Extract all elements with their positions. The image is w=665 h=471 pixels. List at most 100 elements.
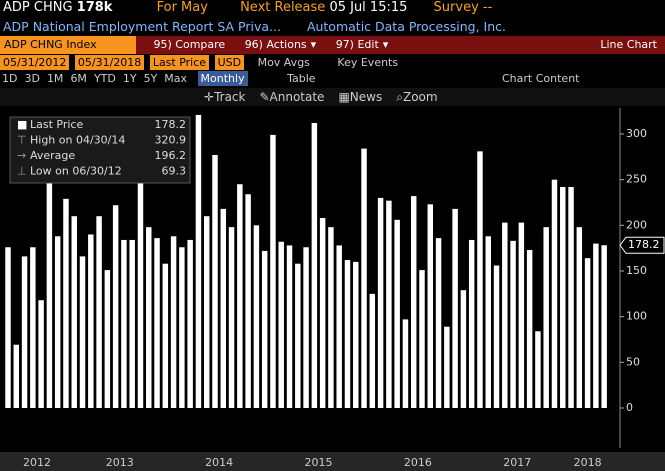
x-tick-label: 2014 — [205, 456, 233, 469]
release-label: Next Release — [240, 0, 326, 15]
range-button[interactable]: 6M — [70, 72, 87, 85]
bar — [129, 239, 135, 408]
range-button[interactable]: 5Y — [143, 72, 158, 85]
range-button[interactable]: 1M — [46, 72, 64, 85]
bar — [295, 263, 301, 408]
security[interactable]: ADP CHNG Index — [0, 36, 136, 54]
tool-icon: ⌕ — [396, 90, 403, 104]
bar — [560, 186, 566, 408]
y-tick-label: 300 — [626, 127, 647, 140]
bar — [419, 270, 425, 408]
tool-button[interactable]: News — [349, 90, 383, 104]
legend-symbol: ■ — [17, 118, 27, 131]
range-button[interactable]: 1Y — [122, 72, 137, 85]
legend-value: 69.3 — [162, 165, 187, 178]
bar — [121, 239, 127, 408]
bar — [13, 344, 20, 408]
end-date[interactable]: 05/31/2018 — [74, 55, 145, 70]
series-name: ADP National Employment Report SA Priva.… — [3, 19, 281, 34]
bar — [245, 194, 251, 408]
range-button[interactable]: 1D — [2, 72, 18, 85]
bar — [63, 198, 69, 408]
bar — [444, 326, 450, 408]
bar — [518, 222, 525, 408]
bar — [361, 148, 367, 408]
legend-symbol: ⊤ — [17, 134, 27, 147]
tool-icon: ▦ — [338, 90, 350, 104]
name-row: ADP National Employment Report SA Priva.… — [0, 19, 665, 36]
legend-name: Average — [30, 149, 75, 162]
bar — [353, 261, 359, 408]
range-button[interactable]: YTD — [93, 72, 116, 85]
key-events[interactable]: Key Events — [337, 56, 399, 69]
bar — [286, 245, 293, 408]
view[interactable]: Line Chart — [600, 38, 657, 51]
bar — [584, 258, 591, 408]
bar — [104, 270, 111, 408]
mov-avgs[interactable]: Mov Avgs — [257, 56, 310, 69]
x-tick-label: 2017 — [503, 456, 531, 469]
command-row: ADP CHNG Index 95) Compare 96) Actions ▾ … — [0, 36, 665, 54]
bar — [319, 218, 326, 408]
bar — [328, 227, 334, 408]
bar — [88, 234, 94, 408]
bar — [220, 208, 227, 408]
range-row: 05/31/2012 05/31/2018 Last Price USD Mov… — [0, 55, 665, 70]
tool-button[interactable]: Track — [214, 90, 246, 104]
range-button[interactable]: 3D — [24, 72, 40, 85]
legend-name: Last Price — [30, 118, 83, 131]
bar — [187, 239, 193, 408]
last-value-marker — [619, 236, 665, 254]
field[interactable]: Last Price — [149, 55, 210, 70]
y-tick-label: 250 — [626, 173, 647, 186]
ticker: ADP CHNG — [3, 0, 73, 15]
actions[interactable]: 96) Actions — [244, 38, 307, 51]
bar — [195, 114, 202, 409]
bar — [137, 176, 144, 408]
tool-button[interactable]: Annotate — [269, 90, 325, 104]
legend-box — [9, 116, 191, 184]
bar — [493, 265, 500, 408]
bar — [303, 247, 309, 408]
bar — [535, 331, 541, 408]
bar — [460, 290, 467, 408]
x-tick-label: 2012 — [23, 456, 51, 469]
legend-name: High on 04/30/14 — [30, 134, 125, 147]
x-tick-label: 2018 — [574, 456, 602, 469]
survey: Survey -- — [433, 0, 493, 15]
compare[interactable]: 95) Compare — [153, 38, 226, 51]
period: For May — [156, 0, 208, 15]
bar — [21, 256, 28, 408]
start-date[interactable]: 05/31/2012 — [0, 55, 70, 70]
bar — [568, 186, 574, 408]
bar — [394, 219, 400, 408]
title-row: ADP CHNG 178k For May Next Release 05 Ju… — [0, 0, 665, 19]
frequency[interactable]: Monthly — [197, 71, 248, 86]
bar — [526, 249, 533, 408]
x-tick-label: 2013 — [106, 456, 134, 469]
bar — [543, 227, 549, 408]
bar — [477, 151, 483, 408]
bar — [502, 222, 508, 408]
tool-button[interactable]: Zoom — [402, 90, 438, 104]
bar — [344, 260, 351, 408]
y-tick-label: 100 — [626, 310, 647, 323]
last-value-label: 178.2 — [628, 238, 660, 251]
y-tick-label: 0 — [626, 401, 633, 414]
chart-content[interactable]: Chart Content — [502, 72, 580, 85]
bar — [112, 205, 119, 408]
tools: ✛ Track ✎ Annotate ▦ News ⌕ Zoom — [196, 88, 444, 106]
table[interactable]: Table — [287, 72, 316, 85]
release: 05 Jul 15:15 — [329, 0, 408, 15]
bar — [402, 319, 409, 408]
currency[interactable]: USD — [214, 55, 245, 70]
edit[interactable]: 97) Edit — [335, 38, 379, 51]
range-button[interactable]: Max — [164, 72, 188, 85]
bar — [386, 200, 392, 408]
bar — [593, 243, 599, 408]
bar — [427, 204, 434, 408]
bar — [452, 208, 458, 408]
bar — [30, 247, 36, 408]
legend-symbol: ⊥ — [17, 165, 27, 178]
